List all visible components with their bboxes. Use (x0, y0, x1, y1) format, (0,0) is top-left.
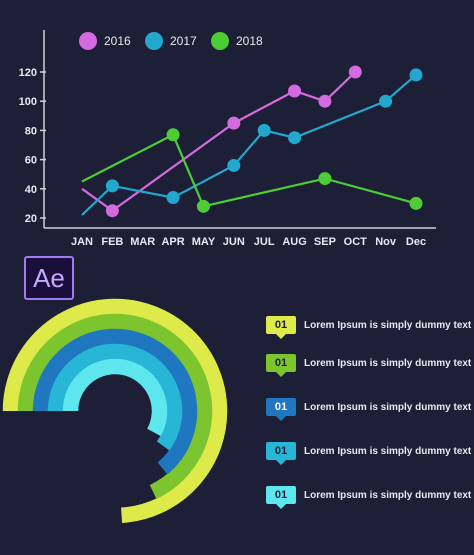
legend-item-text: Lorem Ipsum is simply dummy text (304, 319, 472, 331)
data-point-2016 (227, 116, 241, 130)
ring-legend-item: 01 Lorem Ipsum is simply dummy text (266, 312, 472, 339)
after-effects-logo-text: Ae (33, 262, 65, 293)
y-tick-label: 40 (25, 184, 37, 196)
x-tick-label: JAN (71, 236, 93, 248)
data-point-2018 (196, 199, 210, 213)
legend-item-text: Lorem Ipsum is simply dummy text (304, 445, 472, 457)
x-tick-label: Dec (406, 236, 426, 248)
y-tick-label: 80 (25, 125, 37, 137)
radial-bar-ring (17, 313, 213, 499)
data-point-2018 (166, 128, 180, 142)
radial-bar-ring (47, 343, 183, 451)
legend-label-2018: 2018 (236, 34, 263, 48)
legend-item-text: Lorem Ipsum is simply dummy text (304, 401, 472, 413)
legend-swatch-2016 (79, 32, 97, 50)
y-tick-label: 120 (19, 67, 37, 79)
legend-badge: 01 (266, 354, 296, 377)
line-chart: 20 40 60 80 100 120 JAN FEB MAR APR MAY JUN JUL AUG SE… (19, 30, 436, 248)
x-tick-label: APR (161, 236, 184, 248)
series-line-2016 (81, 71, 357, 213)
y-tick-label: 20 (25, 213, 37, 225)
x-tick-label: JUL (254, 236, 275, 248)
radial-bar-chart (2, 298, 228, 524)
data-point-2017 (379, 94, 393, 108)
data-point-2017 (288, 131, 302, 145)
data-point-2016 (288, 84, 302, 98)
radial-bar-ring (2, 298, 228, 524)
y-tick-label: 60 (25, 155, 37, 167)
x-tick-label: OCT (344, 236, 368, 248)
radial-bar-ring (32, 328, 198, 475)
legend-swatch-2017 (145, 32, 163, 50)
legend-badge: 01 (266, 486, 296, 509)
data-point-2017 (409, 68, 423, 82)
x-tick-label: FEB (101, 236, 123, 248)
legend-item-text: Lorem Ipsum is simply dummy text (304, 357, 472, 369)
data-point-2017 (166, 191, 180, 205)
ring-legend-item: 01 Lorem Ipsum is simply dummy text (266, 482, 472, 509)
radial-bar-ring (62, 358, 168, 437)
legend-badge: 01 (266, 316, 296, 339)
legend-badge: 01 (266, 398, 296, 421)
x-tick-label: MAR (130, 236, 155, 248)
legend-swatch-2018 (211, 32, 229, 50)
data-point-2018 (318, 172, 332, 186)
data-point-2017 (227, 158, 241, 172)
x-tick-label: Nov (375, 236, 397, 248)
legend-item-text: Lorem Ipsum is simply dummy text (304, 489, 472, 501)
data-point-2018 (409, 196, 423, 210)
data-point-2016 (105, 204, 119, 218)
x-tick-label: MAY (192, 236, 216, 248)
legend-label-2016: 2016 (104, 34, 131, 48)
data-point-2016 (318, 94, 332, 108)
data-point-2017 (105, 179, 119, 193)
data-point-2016 (348, 65, 362, 79)
ring-legend-item: 01 Lorem Ipsum is simply dummy text (266, 350, 472, 377)
y-tick-label: 100 (19, 96, 37, 108)
after-effects-logo: Ae (24, 256, 74, 300)
x-tick-label: JUN (223, 236, 245, 248)
ring-legend-item: 01 Lorem Ipsum is simply dummy text (266, 438, 472, 465)
legend-badge: 01 (266, 442, 296, 465)
legend-label-2017: 2017 (170, 34, 197, 48)
ring-legend-item: 01 Lorem Ipsum is simply dummy text (266, 394, 472, 421)
x-tick-label: SEP (314, 236, 336, 248)
series-line-2017 (81, 74, 417, 216)
x-tick-label: AUG (282, 236, 306, 248)
data-point-2017 (257, 123, 271, 137)
